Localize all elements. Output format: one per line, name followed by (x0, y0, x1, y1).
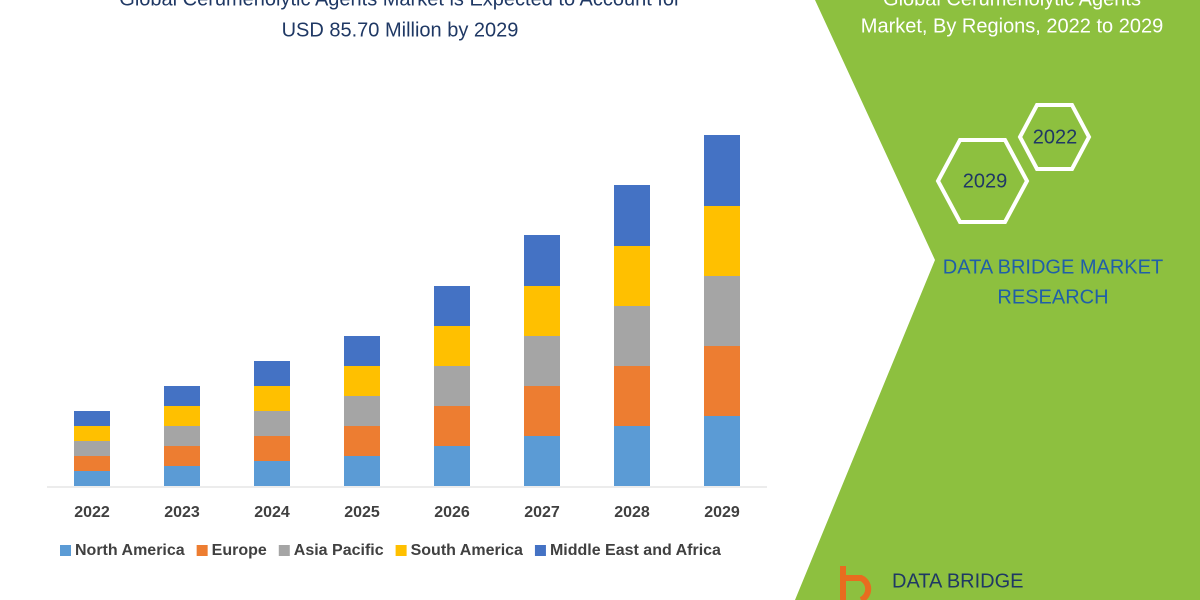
bar-segment (524, 286, 560, 336)
badge-label: 2029 (963, 170, 1008, 192)
bar-segment (704, 346, 740, 416)
x-tick-label: 2023 (164, 504, 200, 521)
bar-segment (434, 446, 470, 486)
bar-segment (524, 336, 560, 386)
x-tick-label: 2028 (614, 504, 650, 521)
bar-segment (614, 185, 650, 246)
legend-label: South America (411, 542, 523, 559)
bar-segment (344, 366, 380, 396)
bar-segment (164, 386, 200, 406)
bar-segment (704, 276, 740, 346)
badge-hexagon (1017, 103, 1092, 171)
bar-segment (74, 426, 110, 441)
bar-segment (164, 446, 200, 466)
x-tick-label: 2029 (704, 504, 740, 521)
bar-segment (434, 326, 470, 366)
chart-title: Global Cerumenolytic Agents Market is Ex… (119, 0, 681, 10)
logo-mark (840, 566, 872, 600)
bar-segment (434, 286, 470, 326)
bar-segment (254, 461, 290, 486)
badge-label: 2022 (1033, 126, 1078, 148)
x-tick-label: 2022 (74, 504, 110, 521)
brand-text: RESEARCH (997, 286, 1108, 308)
bar-segment (704, 416, 740, 486)
x-tick-label: 2027 (524, 504, 560, 521)
bar-segment (614, 306, 650, 366)
bar-segment (344, 336, 380, 366)
bar-segment (344, 426, 380, 456)
bar-segment (164, 406, 200, 426)
bar-segment (74, 411, 110, 426)
bar-segment (524, 235, 560, 286)
plot: 2022 2023 2024 2025 2026 2027 2028 2029 North Am… (60, 135, 740, 559)
panel-title: Market, By Regions, 2022 to 2029 (861, 15, 1163, 37)
bar-segment (614, 366, 650, 426)
legend-swatch (196, 545, 208, 556)
bar-segment (524, 386, 560, 436)
legend-swatch (395, 545, 407, 556)
legend-swatch (534, 545, 546, 556)
bar-segment (164, 466, 200, 486)
bar-segment (74, 471, 110, 486)
badge-hexagon (935, 138, 1030, 224)
legend-swatch (60, 545, 71, 556)
bar-segment (344, 396, 380, 426)
bar-segment (164, 426, 200, 446)
bar-segment (434, 366, 470, 406)
bar-segment (254, 411, 290, 436)
bar-segment (344, 456, 380, 486)
bar-segment (74, 441, 110, 456)
bar-segment (254, 436, 290, 461)
brand-text: DATA BRIDGE MARKET (943, 256, 1163, 278)
legend-label: Europe (212, 542, 267, 559)
panel-title: Global Cerumenolytic Agents (883, 0, 1141, 10)
bar-segment (614, 426, 650, 486)
x-tick-label: 2025 (344, 504, 380, 521)
bar-segment (614, 246, 650, 306)
chart-title: USD 85.70 Million by 2029 (282, 19, 519, 41)
bar-segment (254, 361, 290, 386)
bar-segment (524, 436, 560, 486)
x-tick-label: 2026 (434, 504, 470, 521)
side-panel (795, 0, 1200, 600)
bar-segment (704, 206, 740, 276)
bar-segment (704, 135, 740, 206)
x-tick-label: 2024 (254, 504, 290, 521)
bar-segment (254, 386, 290, 411)
logo-text: DATA BRIDGE (892, 570, 1024, 592)
legend-swatch (278, 545, 290, 556)
legend-label: Middle East and Africa (550, 542, 721, 559)
bar-segment (74, 456, 110, 471)
legend-label: Asia Pacific (294, 542, 384, 559)
legend-label: North America (75, 542, 185, 559)
bar-segment (434, 406, 470, 446)
